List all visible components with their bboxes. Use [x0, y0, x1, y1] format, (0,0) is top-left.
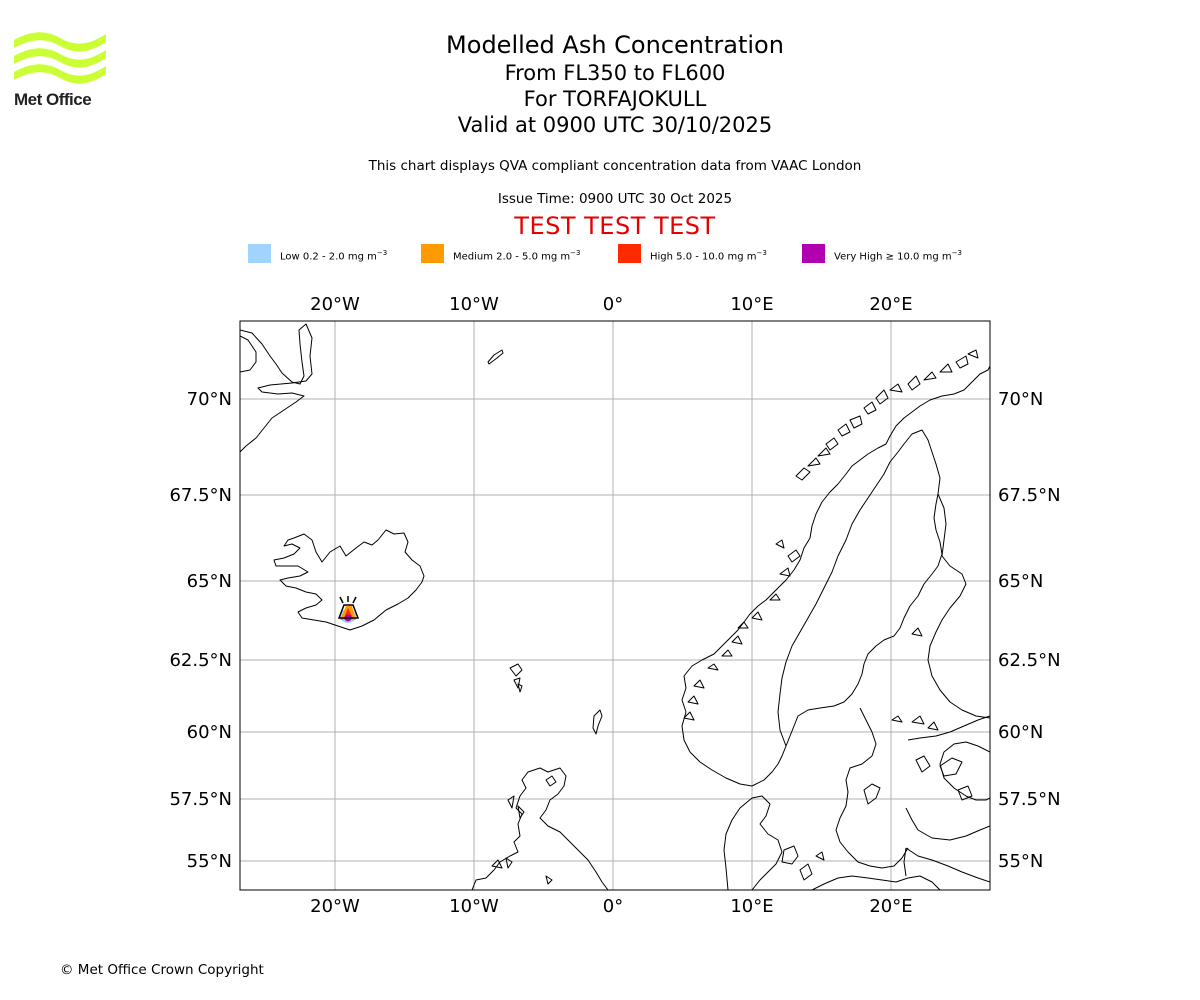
lat-ticks-right: 70°N 67.5°N 65°N 62.5°N 60°N 57.5°N 55°N	[998, 389, 1061, 872]
lat-tick-55-left: 55°N	[187, 851, 232, 872]
legend-label-low: Low 0.2 - 2.0 mg m−3	[280, 249, 388, 263]
lon-tick-0-top: 0°	[603, 294, 623, 315]
lat-tick-62-5-right: 62.5°N	[998, 650, 1061, 671]
lon-tick-0-bottom: 0°	[603, 896, 623, 917]
sweden-coast	[785, 493, 943, 747]
volcano-ash-marker	[340, 606, 356, 623]
baltic-states	[939, 741, 990, 801]
title-line-2: From FL350 to FL600	[504, 61, 726, 85]
legend-label-high: High 5.0 - 10.0 mg m−3	[650, 249, 767, 263]
lon-tick-20w-top: 20°W	[310, 294, 360, 315]
logo-text: Met Office	[14, 90, 92, 109]
lon-tick-10w-bottom: 10°W	[449, 896, 499, 917]
lat-tick-55-right: 55°N	[998, 851, 1043, 872]
lon-tick-10e-bottom: 10°E	[730, 896, 773, 917]
lat-tick-70-left: 70°N	[187, 389, 232, 410]
shetland	[592, 709, 603, 735]
map-area	[240, 321, 990, 890]
lat-tick-67-5-right: 67.5°N	[998, 485, 1061, 506]
coastlines	[240, 323, 990, 890]
baltic-north	[907, 715, 990, 741]
faroe-islands	[509, 663, 523, 693]
subtitle: This chart displays QVA compliant concen…	[368, 158, 862, 174]
lat-ticks-left: 70°N 67.5°N 65°N 62.5°N 60°N 57.5°N 55°N	[169, 389, 232, 872]
chart-title: Modelled Ash Concentration From FL350 to…	[0, 30, 1200, 138]
sweden-east-coast	[835, 707, 909, 869]
met-office-logo: Met Office	[12, 28, 108, 112]
denmark-coast	[723, 795, 783, 890]
scandinavia-coast	[681, 365, 990, 753]
lat-tick-57-5-left: 57.5°N	[169, 789, 232, 810]
legend-swatch-high	[618, 244, 641, 263]
met-office-waves-icon	[14, 32, 106, 84]
lon-tick-20e-bottom: 20°E	[869, 896, 912, 917]
map-frame	[239, 320, 991, 891]
legend-label-medium: Medium 2.0 - 5.0 mg m−3	[453, 249, 581, 263]
lat-tick-60-right: 60°N	[998, 722, 1043, 743]
lat-tick-60-left: 60°N	[187, 722, 232, 743]
border-norway-sweden	[777, 451, 899, 747]
finland-coast	[927, 493, 990, 719]
scotland-coast	[471, 767, 609, 890]
lat-tick-62-5-left: 62.5°N	[169, 650, 232, 671]
lat-tick-57-5-right: 57.5°N	[998, 789, 1061, 810]
legend-label-very-high: Very High ≥ 10.0 mg m−3	[834, 249, 962, 263]
copyright-notice: © Met Office Crown Copyright	[60, 962, 264, 978]
lon-tick-20w-bottom: 20°W	[310, 896, 360, 917]
legend-swatch-very-high	[802, 244, 825, 263]
norway-inner-coast	[689, 745, 787, 787]
legend-swatch-medium	[421, 244, 444, 263]
title-line-1: Modelled Ash Concentration	[446, 31, 784, 59]
orkney	[545, 775, 557, 787]
title-line-3: For TORFAJOKULL	[523, 87, 707, 111]
lon-tick-10w-top: 10°W	[449, 294, 499, 315]
lat-tick-70-right: 70°N	[998, 389, 1043, 410]
lat-tick-65-left: 65°N	[187, 571, 232, 592]
lon-ticks-bottom: 20°W 10°W 0° 10°E 20°E	[310, 896, 912, 917]
jan-mayen	[487, 349, 504, 365]
gridlines	[240, 321, 990, 890]
title-line-4: Valid at 0900 UTC 30/10/2025	[457, 113, 773, 137]
volcano-icon	[337, 596, 360, 619]
lat-tick-65-right: 65°N	[998, 571, 1043, 592]
iceland-coast	[273, 529, 425, 631]
test-banner: TEST TEST TEST	[514, 212, 716, 240]
greenland-coast	[240, 323, 313, 453]
legend-swatch-low	[248, 244, 271, 263]
lon-tick-20e-top: 20°E	[869, 294, 912, 315]
issue-time: Issue Time: 0900 UTC 30 Oct 2025	[497, 191, 733, 207]
lon-tick-10e-top: 10°E	[730, 294, 773, 315]
lon-ticks-top: 20°W 10°W 0° 10°E 20°E	[310, 294, 912, 315]
border-sweden-finland	[897, 429, 941, 495]
lat-tick-67-5-left: 67.5°N	[169, 485, 232, 506]
